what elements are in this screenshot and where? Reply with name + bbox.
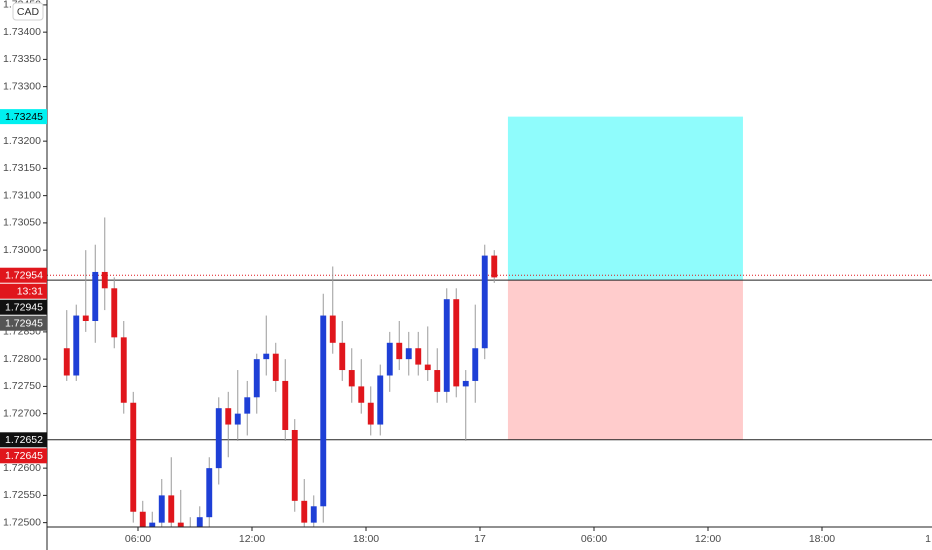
candle-body	[177, 522, 184, 527]
candle-body	[244, 397, 251, 414]
y-tick-label: 1.72750	[3, 380, 41, 392]
price-tag-label: 1.72652	[5, 434, 43, 446]
y-tick-label: 1.72600	[3, 462, 41, 474]
x-tick-label: 12:00	[695, 533, 721, 545]
stop-zone	[507, 280, 743, 440]
candle-body	[358, 386, 365, 403]
candle-body	[63, 348, 70, 376]
plot-area	[47, 116, 932, 527]
candle-body	[158, 495, 165, 523]
y-tick-label: 1.73000	[3, 244, 41, 256]
candle-body	[149, 522, 156, 527]
candle-body	[73, 315, 80, 376]
price-tag	[0, 109, 47, 125]
price-tag-label: 1.72645	[5, 450, 43, 462]
price-tag-label: 1.73245	[5, 111, 43, 123]
candle-body	[424, 364, 431, 371]
price-tag-label: 1.72945	[5, 317, 43, 329]
candle-body	[92, 271, 99, 321]
countdown-tag	[0, 283, 47, 299]
candle-body	[196, 517, 203, 527]
candle-body	[348, 370, 355, 387]
price-tag	[0, 267, 47, 283]
y-tick-label: 1.72500	[3, 516, 41, 528]
candle-body	[434, 370, 441, 392]
candle-body	[253, 359, 260, 398]
candle-body	[367, 402, 374, 425]
y-tick-label: 1.73350	[3, 53, 41, 65]
candle-body	[111, 288, 118, 338]
x-tick-label: 18:00	[353, 533, 379, 545]
price-tag	[0, 448, 47, 464]
price-tag-label: 1.72945	[5, 301, 43, 313]
candle-body	[320, 315, 327, 507]
candle-body	[329, 315, 336, 343]
y-tick-label: 1.73100	[3, 189, 41, 201]
candle-body	[120, 337, 127, 403]
y-tick-label: 1.73200	[3, 135, 41, 147]
x-tick-label: 06:00	[581, 533, 607, 545]
candle-body	[386, 342, 393, 376]
countdown-label: 13:31	[17, 285, 43, 297]
candle-body	[462, 380, 469, 387]
candle-body	[139, 511, 146, 527]
x-tick-label: 06:00	[125, 533, 151, 545]
candle-body	[310, 506, 317, 523]
y-tick-label: 1.73400	[3, 26, 41, 38]
y-tick-label: 1.72800	[3, 353, 41, 365]
candle-body	[272, 353, 279, 381]
candle-body	[377, 375, 384, 425]
y-tick-label: 1.72550	[3, 489, 41, 501]
candle-body	[339, 342, 346, 371]
currency-label: CAD	[17, 6, 40, 18]
currency-badge	[12, 2, 44, 21]
candle-body	[101, 271, 108, 289]
x-tick-label: 18:00	[809, 533, 835, 545]
candle-body	[396, 342, 403, 360]
y-tick-label: 1.73150	[3, 162, 41, 174]
price-tag	[0, 315, 47, 331]
candle-body	[301, 500, 308, 523]
candle-body	[405, 348, 412, 360]
candle-body	[415, 348, 422, 365]
candle-body	[481, 255, 488, 349]
candle-body	[130, 402, 137, 512]
candle-body	[82, 315, 89, 321]
candle-body	[443, 299, 450, 392]
candle-body	[453, 299, 460, 387]
candle-body	[263, 353, 270, 360]
candle-body	[491, 255, 498, 278]
price-tag-label: 1.72954	[5, 269, 43, 281]
y-tick-label: 1.73050	[3, 217, 41, 229]
target-zone	[507, 116, 743, 281]
x-tick-label: 1	[925, 533, 931, 545]
x-tick-label: 12:00	[239, 533, 265, 545]
candle-body	[168, 495, 175, 523]
candle-body	[225, 408, 232, 425]
candle-body	[206, 468, 213, 518]
candle-body	[215, 408, 222, 469]
x-tick-label: 17	[474, 533, 486, 545]
candle-body	[291, 429, 298, 501]
y-tick-label: 1.72700	[3, 407, 41, 419]
y-tick-label: 1.73300	[3, 80, 41, 92]
candle-body	[234, 413, 241, 425]
price-tag	[0, 299, 47, 315]
candle-body	[282, 380, 289, 430]
candle-body	[472, 348, 479, 381]
price-tag	[0, 432, 47, 448]
